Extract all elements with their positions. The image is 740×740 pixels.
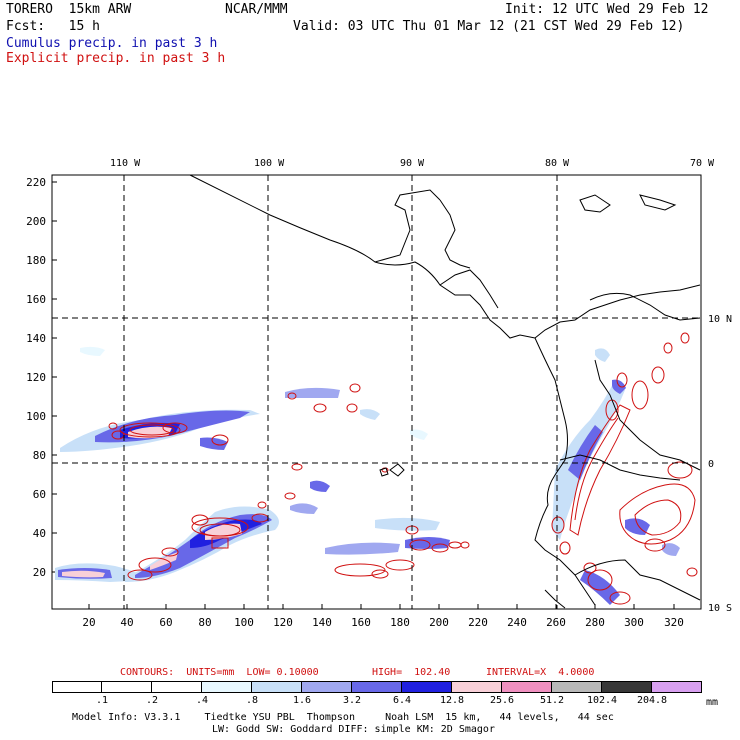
legend-label: 204.8 xyxy=(636,695,668,706)
y-tick: 120 xyxy=(26,371,46,384)
y-tick: 220 xyxy=(26,176,46,189)
x-tick: 40 xyxy=(120,616,133,629)
y-tick: 60 xyxy=(33,488,46,501)
tick-marks xyxy=(52,181,675,609)
lat-label-10n: 10 N xyxy=(708,314,732,325)
model-title: TORERO 15km ARW xyxy=(6,2,132,17)
legend-swatch xyxy=(252,681,302,693)
map-frame xyxy=(51,174,702,610)
lon-label-80w: 80 W xyxy=(545,158,570,169)
legend-swatch xyxy=(552,681,602,693)
legend-label: 25.6 xyxy=(489,695,515,706)
legend-label: 51.2 xyxy=(539,695,565,706)
x-tick: 220 xyxy=(468,616,488,629)
legend-swatch xyxy=(602,681,652,693)
x-tick: 280 xyxy=(585,616,605,629)
legend-unit: mm xyxy=(706,697,719,708)
y-tick: 100 xyxy=(26,410,46,423)
y-tick: 80 xyxy=(33,449,46,462)
legend-swatch xyxy=(102,681,152,693)
x-tick: 240 xyxy=(507,616,527,629)
init-time: Init: 12 UTC Wed 29 Feb 12 xyxy=(505,2,709,17)
legend-swatch xyxy=(52,681,102,693)
x-tick: 180 xyxy=(390,616,410,629)
model-physics: LW: Godd SW: Goddard DIFF: simple KM: 2D… xyxy=(212,724,495,735)
center-label: NCAR/MMM xyxy=(225,2,288,17)
explicit-precip-label: Explicit precip. in past 3 h xyxy=(6,51,226,66)
lon-label-110w: 110 W xyxy=(110,158,141,169)
contours-info: CONTOURS: UNITS=mm LOW= 0.10000 xyxy=(120,667,319,678)
legend-label: .1 xyxy=(95,695,109,706)
y-tick: 200 xyxy=(26,215,46,228)
explicit-precip-contours xyxy=(108,332,698,605)
lon-label-100w: 100 W xyxy=(254,158,285,169)
precip-map: 110 W 100 W 90 W 80 W 70 W 10 N 0 10 S 2… xyxy=(26,158,732,629)
lat-label-eq: 0 xyxy=(708,459,714,470)
contours-high: HIGH= 102.40 xyxy=(372,667,451,678)
x-tick: 60 xyxy=(159,616,172,629)
legend-swatch xyxy=(202,681,252,693)
legend-swatch xyxy=(402,681,452,693)
y-tick: 40 xyxy=(33,527,46,540)
legend-swatch xyxy=(152,681,202,693)
y-tick: 140 xyxy=(26,332,46,345)
lat-label-10s: 10 S xyxy=(708,603,732,614)
x-tick: 260 xyxy=(546,616,566,629)
lon-label-90w: 90 W xyxy=(400,158,425,169)
legend-swatch xyxy=(452,681,502,693)
x-tick: 320 xyxy=(664,616,684,629)
forecast-hour: Fcst: 15 h xyxy=(6,19,100,34)
x-tick: 80 xyxy=(198,616,211,629)
legend-swatch xyxy=(302,681,352,693)
x-tick: 20 xyxy=(82,616,95,629)
cumulus-precip-label: Cumulus precip. in past 3 h xyxy=(6,36,218,51)
legend-label: 3.2 xyxy=(342,695,362,706)
x-tick: 300 xyxy=(624,616,644,629)
x-tick: 200 xyxy=(429,616,449,629)
legend-swatch xyxy=(652,681,702,693)
cumulus-precip-shading xyxy=(55,346,680,605)
legend-label: 1.6 xyxy=(292,695,312,706)
legend-swatch xyxy=(352,681,402,693)
y-tick: 20 xyxy=(33,566,46,579)
contours-interval: INTERVAL=X 4.0000 xyxy=(486,667,595,678)
model-info: Model Info: V3.3.1 Tiedtke YSU PBL Thomp… xyxy=(72,712,614,723)
legend-label: 6.4 xyxy=(392,695,412,706)
lon-label-70w: 70 W xyxy=(690,158,715,169)
y-tick: 180 xyxy=(26,254,46,267)
precip-legend xyxy=(52,681,702,693)
legend-label: .4 xyxy=(195,695,209,706)
legend-label: 12.8 xyxy=(439,695,465,706)
x-tick: 120 xyxy=(273,616,293,629)
legend-label: .8 xyxy=(245,695,259,706)
lat-lon-grid xyxy=(52,175,701,609)
valid-time: Valid: 03 UTC Thu 01 Mar 12 (21 CST Wed … xyxy=(293,19,685,34)
x-tick: 100 xyxy=(234,616,254,629)
legend-swatch xyxy=(502,681,552,693)
y-tick: 160 xyxy=(26,293,46,306)
legend-label: 102.4 xyxy=(586,695,618,706)
coastlines xyxy=(189,174,701,609)
legend-label: .2 xyxy=(145,695,159,706)
x-tick: 140 xyxy=(312,616,332,629)
x-tick: 160 xyxy=(351,616,371,629)
